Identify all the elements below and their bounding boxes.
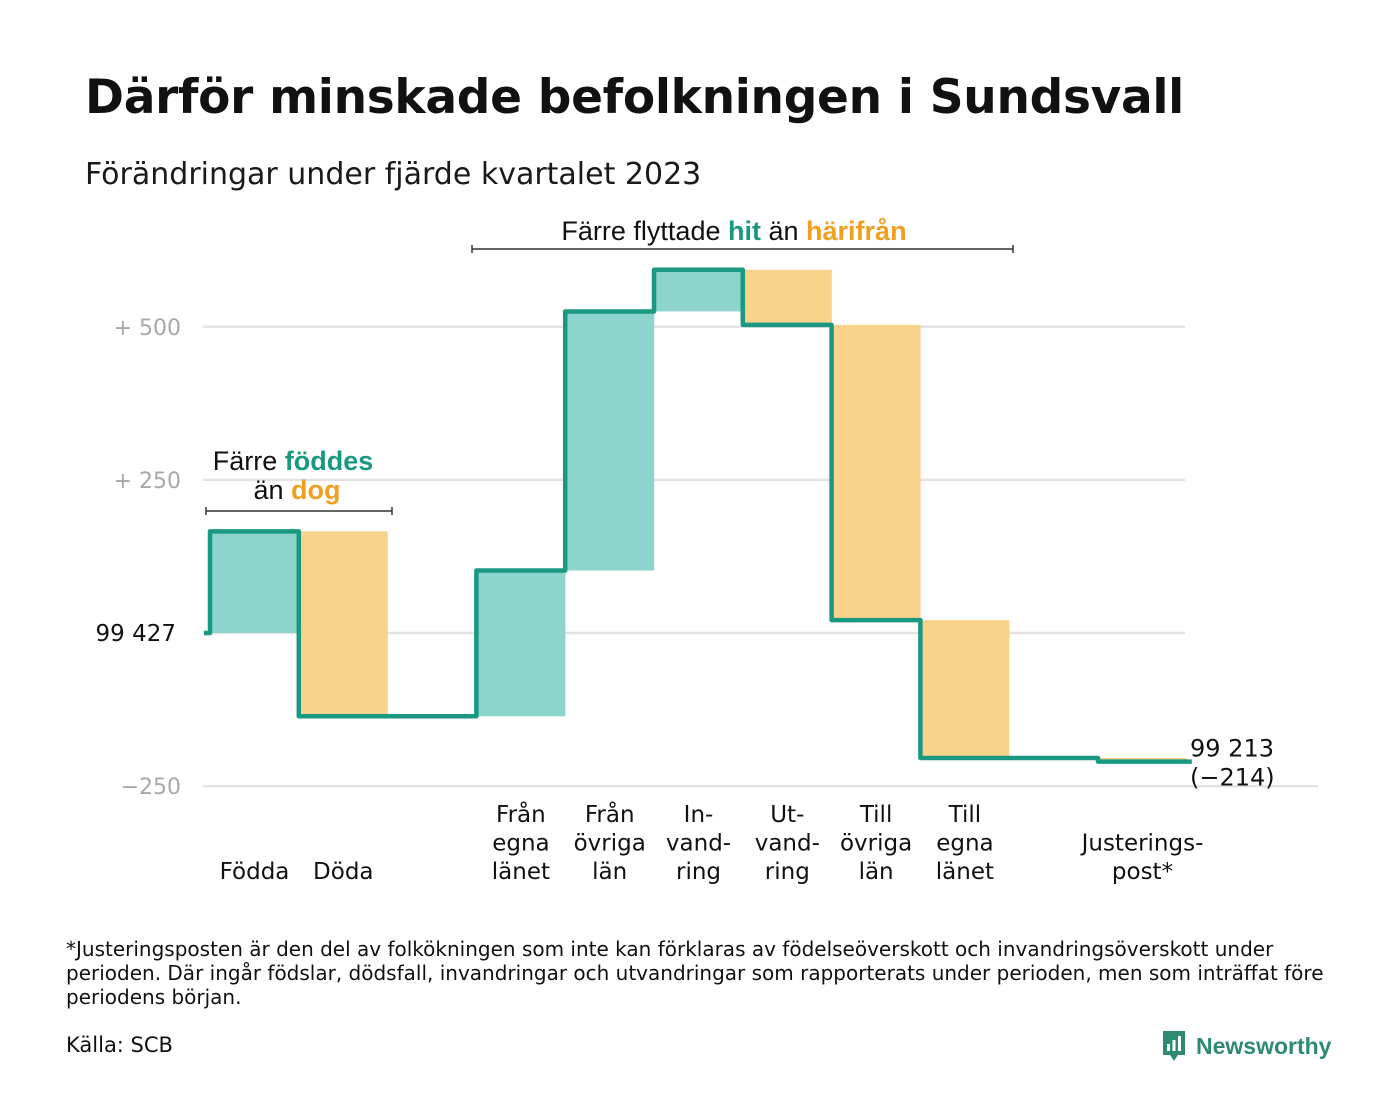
cumulative-step-line xyxy=(204,267,1192,764)
bar-inflow xyxy=(210,531,299,633)
category-label: övriga xyxy=(574,831,646,857)
category-label: Döda xyxy=(313,859,373,885)
category-label: Ut- xyxy=(770,802,804,828)
bar-outflow xyxy=(742,269,832,325)
change-label: (−214) xyxy=(1190,764,1275,792)
footnote: *Justeringsposten är den del av folkökni… xyxy=(66,937,1324,1009)
baseline-value-label: 99 427 xyxy=(96,621,176,647)
category-label: Födda xyxy=(220,859,290,885)
category-label: länet xyxy=(936,859,994,885)
category-label: post* xyxy=(1112,859,1173,885)
annotation-births-line2: än dog xyxy=(253,475,340,505)
category-label: Till xyxy=(948,802,982,828)
waterfall-chart: + 500 + 250 −250 99 427 99 213(−214) Födda Död… xyxy=(96,216,1318,885)
annotation-segment: Färre flyttade xyxy=(561,216,728,246)
bar-outflow xyxy=(920,620,1010,758)
category-label: Från xyxy=(585,800,635,828)
category-label: vand- xyxy=(666,831,731,857)
category-label: egna xyxy=(936,831,993,857)
source-label: Källa: SCB xyxy=(66,1033,173,1057)
annotation-segment: härifrån xyxy=(806,216,907,246)
category-label: In- xyxy=(684,802,714,828)
annotation-migration: Färre flyttade hit än härifrån xyxy=(561,216,906,246)
end-value-label: 99 213 xyxy=(1190,735,1274,763)
annotation-segment: än xyxy=(253,475,291,505)
annotation-segment: föddes xyxy=(285,446,374,476)
bar-inflow xyxy=(476,570,566,717)
category-label: Justerings- xyxy=(1080,831,1204,857)
category-label: övriga xyxy=(840,831,912,857)
annotation-segment: hit xyxy=(728,216,761,246)
bar-outflow xyxy=(298,531,388,717)
category-label: län xyxy=(592,859,627,885)
category-label: län xyxy=(859,859,894,885)
annotation-segment: dog xyxy=(291,475,340,505)
brand-name: Newsworthy xyxy=(1196,1032,1332,1059)
category-label: vand- xyxy=(755,831,820,857)
category-label: Från xyxy=(496,800,546,828)
y-tick-label: −250 xyxy=(121,775,181,800)
annotation-births-line1: Färre föddes xyxy=(213,446,374,476)
bar-inflow xyxy=(565,311,655,571)
bar-outflow xyxy=(831,324,921,621)
category-label: egna xyxy=(492,831,549,857)
annotation-segment: Färre xyxy=(213,446,285,476)
y-tick-label: + 250 xyxy=(114,469,181,494)
y-tick-label: + 500 xyxy=(114,316,181,341)
brand-logo[interactable]: Newsworthy xyxy=(1161,1026,1331,1066)
annotation-segment: än xyxy=(761,216,806,246)
category-label: ring xyxy=(676,859,721,885)
chart-subtitle: Förändringar under fjärde kvartalet 2023 xyxy=(85,157,702,192)
category-label: Till xyxy=(859,802,893,828)
category-label: länet xyxy=(492,859,550,885)
bar-inflow xyxy=(654,269,743,312)
newsworthy-logo-icon xyxy=(1163,1031,1185,1061)
category-label: ring xyxy=(765,859,810,885)
chart-title: Därför minskade befolkningen i Sundsvall xyxy=(85,70,1184,125)
